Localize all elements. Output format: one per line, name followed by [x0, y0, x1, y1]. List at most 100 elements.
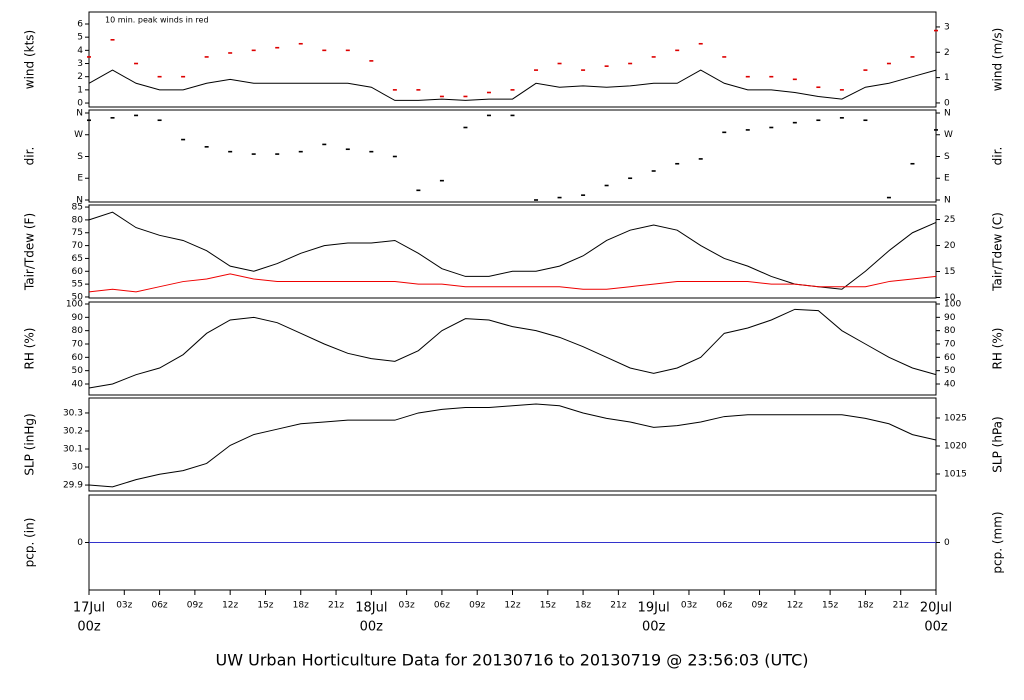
x-tick-label: 21z — [893, 601, 909, 611]
y2-tick-label: 0 — [944, 98, 950, 108]
y-tick-label: 29.9 — [63, 481, 83, 491]
x-tick-label: 12z — [504, 601, 520, 611]
x-tick-label: 06z — [151, 601, 167, 611]
y-tick-label: 60 — [72, 267, 84, 277]
x-tick-label: 15z — [540, 601, 556, 611]
y-tick-label: 1 — [77, 85, 83, 95]
data-point — [322, 49, 327, 52]
data-point — [439, 95, 444, 98]
y2-axis-label: Tair/Tdew (C) — [991, 212, 1005, 292]
panel-frame — [88, 301, 937, 396]
day-label: 18Jul — [355, 601, 387, 616]
y2-tick-label: 1015 — [944, 469, 967, 479]
y-tick-label: 40 — [72, 380, 84, 390]
y2-axis-label: SLP (hPa) — [991, 416, 1005, 472]
data-point — [322, 143, 327, 146]
y2-tick-label: 80 — [944, 326, 956, 336]
data-point — [228, 52, 233, 54]
x-tick-label: 15z — [257, 601, 273, 611]
y-tick-label: N — [76, 108, 83, 118]
data-point — [298, 150, 303, 153]
x-tick-label: 09z — [469, 601, 485, 611]
data-point — [557, 62, 562, 65]
data-point — [87, 119, 91, 122]
data-point — [463, 95, 468, 98]
data-point — [181, 138, 186, 141]
x-tick-label: 03z — [681, 601, 697, 611]
day-label: 17Jul — [73, 601, 105, 616]
data-point — [110, 39, 115, 41]
y-axis-label: pcp. (in) — [23, 518, 37, 568]
y-axis-label: SLP (inHg) — [23, 413, 37, 475]
x-tick-label: 06z — [716, 601, 732, 611]
y2-tick-label: 1025 — [944, 413, 967, 423]
x-tick-label: 21z — [328, 601, 344, 611]
data-point — [369, 60, 374, 62]
y-tick-label: W — [74, 130, 83, 140]
y2-tick-label: 20 — [944, 241, 956, 251]
data-point — [486, 114, 491, 117]
x-tick-label: 00z — [360, 620, 384, 635]
data-point — [275, 46, 280, 49]
data-point — [534, 69, 539, 71]
x-tick-label: 12z — [222, 601, 238, 611]
data-point — [792, 78, 797, 81]
data-point — [345, 148, 350, 151]
annotation: 10 min. peak winds in red — [105, 16, 209, 25]
y-tick-label: 30 — [72, 463, 84, 473]
y2-tick-label: 1020 — [944, 441, 967, 451]
y-tick-label: 6 — [77, 19, 83, 29]
x-tick-label: 09z — [187, 601, 203, 611]
y2-tick-label: 2 — [944, 48, 950, 58]
y-tick-label: 65 — [72, 254, 83, 264]
y2-tick-label: 40 — [944, 380, 956, 390]
data-point — [416, 189, 421, 192]
series-line — [88, 308, 937, 389]
data-point — [416, 89, 421, 91]
data-point — [228, 150, 233, 153]
data-point — [792, 121, 797, 124]
x-tick-label: 21z — [610, 601, 626, 611]
data-point — [534, 199, 539, 201]
y-axis-label: RH (%) — [23, 328, 37, 370]
y-axis-label: dir. — [23, 147, 37, 166]
data-point — [675, 49, 680, 52]
day-label: 20Jul — [920, 601, 952, 616]
y2-tick-label: 0 — [944, 538, 950, 548]
data-point — [204, 146, 209, 148]
y-tick-label: 30.1 — [63, 445, 83, 455]
data-point — [910, 56, 915, 58]
y-axis-label: Tair/Tdew (F) — [23, 213, 37, 291]
y2-tick-label: 25 — [944, 215, 955, 225]
y-tick-label: 60 — [72, 353, 84, 363]
caption: UW Urban Horticulture Data for 20130716 … — [216, 651, 809, 670]
x-tick-label: 18z — [293, 601, 309, 611]
data-point — [816, 86, 821, 89]
x-tick-label: 00z — [924, 620, 948, 635]
y-tick-label: 0 — [77, 538, 83, 548]
y2-tick-label: N — [944, 108, 951, 118]
y-tick-label: 80 — [72, 326, 84, 336]
data-point — [863, 119, 868, 122]
data-point — [134, 62, 139, 65]
data-point — [87, 56, 91, 58]
data-point — [369, 150, 374, 153]
data-point — [581, 69, 586, 71]
data-point — [886, 196, 891, 199]
x-tick-label: 15z — [822, 601, 838, 611]
data-point — [581, 194, 586, 196]
y-tick-label: 4 — [77, 46, 83, 56]
y-tick-label: 70 — [72, 340, 84, 350]
y-tick-label: 30.2 — [63, 426, 83, 436]
y2-axis-label: RH (%) — [991, 328, 1005, 370]
data-point — [628, 177, 633, 180]
y-tick-label: 0 — [77, 99, 83, 109]
y2-tick-label: E — [944, 174, 950, 184]
y-tick-label: 75 — [72, 228, 83, 238]
data-point — [910, 162, 915, 165]
data-point — [745, 75, 750, 78]
data-point — [651, 56, 656, 58]
x-tick-label: 03z — [399, 601, 415, 611]
y2-tick-label: 3 — [944, 22, 950, 32]
x-tick-label: 06z — [434, 601, 450, 611]
